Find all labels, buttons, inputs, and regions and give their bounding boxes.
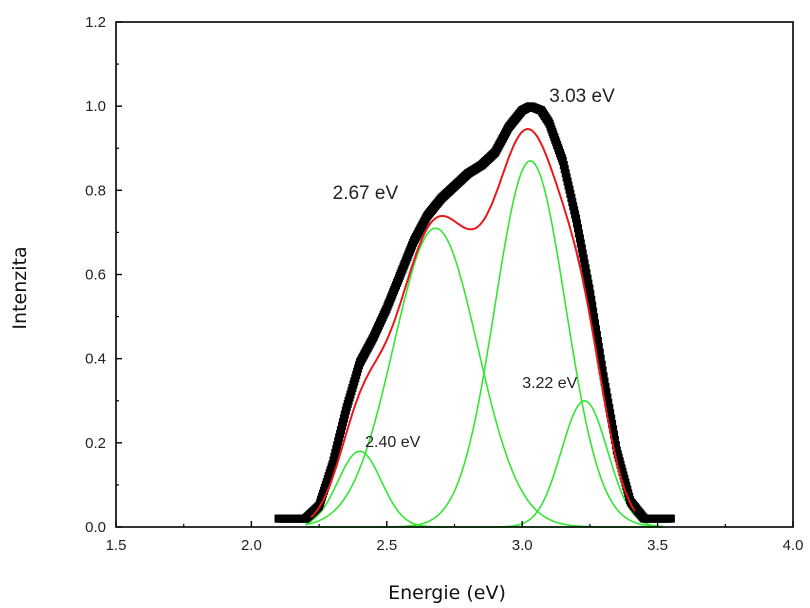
data-point: [567, 194, 576, 202]
peak-annotations: 3.03 eV 2.67 eV 3.22 eV 2.40 eV: [333, 86, 615, 451]
data-point: [563, 177, 572, 186]
data-point: [587, 295, 596, 304]
data-point: [561, 169, 570, 178]
x-tick-label: 3.5: [647, 537, 668, 554]
data-points: [274, 102, 675, 523]
data-point: [568, 198, 577, 207]
data-point: [606, 409, 615, 418]
data-point: [588, 301, 597, 310]
data-point: [579, 254, 588, 263]
data-point: [591, 319, 599, 328]
y-tick-label: 1.0: [85, 98, 106, 115]
axes: 1.5 2.0 2.5 3.0 3.5 4.0 0.0 0.2 0.4 0.6 0.8 1.0 1.2: [85, 14, 803, 554]
data-point: [592, 331, 601, 340]
peak-label: 2.67 eV: [333, 183, 399, 204]
data-point: [611, 441, 620, 450]
x-axis-title: Energie (eV): [388, 582, 506, 604]
peak-label: 3.22 eV: [522, 375, 577, 392]
data-point: [569, 202, 578, 211]
data-point: [573, 219, 581, 228]
peak-label: 3.03 eV: [549, 86, 615, 107]
data-point: [598, 366, 607, 375]
x-tick-label: 2.5: [376, 537, 397, 554]
data-point: [610, 435, 619, 444]
data-point: [574, 229, 583, 238]
data-point: [580, 259, 589, 268]
data-point: [583, 274, 592, 283]
data-point: [602, 388, 611, 397]
data-point: [560, 165, 569, 174]
data-point: [571, 210, 580, 219]
y-axis-title: Intenzita: [9, 246, 31, 329]
data-point: [597, 360, 606, 369]
data-point: [586, 289, 595, 298]
y-tick-label: 0.0: [85, 519, 106, 536]
data-point: [604, 398, 613, 407]
y-tick-label: 1.2: [85, 14, 106, 31]
data-point: [565, 185, 574, 194]
x-tick-label: 3.0: [512, 537, 533, 554]
data-point: [574, 224, 582, 233]
y-tick-label: 0.6: [85, 267, 106, 284]
y-tick-label: 0.2: [85, 435, 106, 452]
data-point: [585, 284, 594, 293]
x-tick-label: 1.5: [106, 537, 127, 554]
data-point: [577, 244, 586, 253]
data-point: [608, 420, 617, 428]
data-point: [566, 189, 575, 198]
data-point: [595, 348, 604, 357]
data-point: [596, 354, 605, 363]
data-point: [603, 393, 612, 402]
data-point: [600, 377, 609, 386]
data-point: [610, 430, 618, 439]
data-point: [576, 239, 585, 248]
data-point: [594, 342, 603, 351]
data-point: [607, 414, 616, 423]
data-point: [578, 249, 587, 258]
data-point: [590, 313, 599, 322]
data-point: [609, 425, 618, 434]
y-tick-label: 0.8: [85, 182, 106, 199]
y-tick-label: 0.4: [85, 351, 106, 368]
x-tick-label: 4.0: [783, 537, 804, 554]
x-tick-label: 2.0: [241, 537, 262, 554]
peak-label: 2.40 eV: [365, 434, 420, 451]
data-point: [572, 214, 581, 223]
data-point: [592, 325, 600, 334]
data-point: [666, 514, 675, 523]
data-point: [584, 279, 593, 288]
data-point: [582, 269, 591, 278]
data-point: [581, 264, 590, 273]
data-point: [570, 206, 579, 215]
data-point: [564, 181, 573, 190]
data-point: [593, 337, 602, 345]
data-point: [605, 404, 614, 413]
data-point: [589, 307, 598, 316]
data-point: [562, 173, 571, 182]
fit-line: [310, 127, 636, 519]
data-point: [599, 372, 608, 381]
data-point: [575, 234, 584, 243]
data-point: [601, 382, 610, 391]
fit-curve: [310, 127, 636, 519]
data-point: [558, 156, 567, 165]
data-point: [559, 161, 568, 169]
